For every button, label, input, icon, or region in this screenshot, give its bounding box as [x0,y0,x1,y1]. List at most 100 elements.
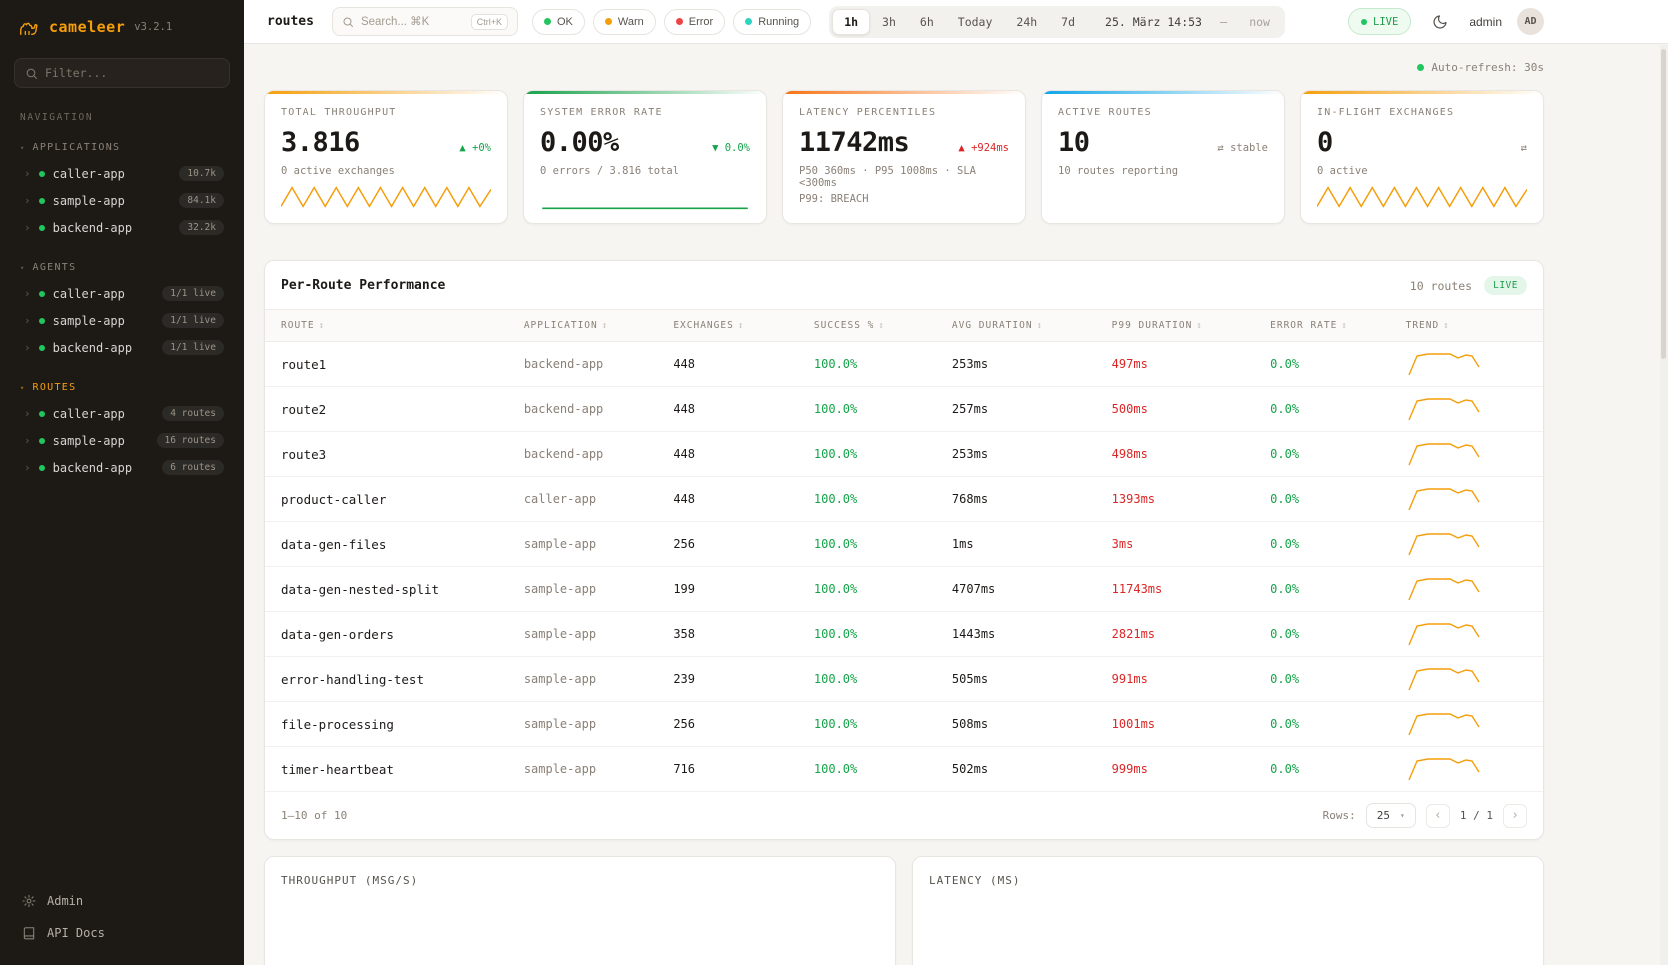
rows-per-page-select[interactable]: 25 ▾ [1365,803,1416,828]
table-row[interactable]: file-processing sample-app 256 100.0% 50… [265,701,1543,747]
table-row[interactable]: route1 backend-app 448 100.0% 253ms 497m… [265,341,1543,387]
cell-application: sample-app [507,656,658,702]
chip-label: Error [688,15,714,28]
cell-exchanges: 358 [657,611,798,657]
table-row[interactable]: product-caller caller-app 448 100.0% 768… [265,476,1543,522]
avatar[interactable]: AD [1517,8,1544,35]
live-toggle[interactable]: LIVE [1348,8,1412,35]
kpi-value: 0.00% [540,127,619,158]
cell-application: sample-app [507,566,658,612]
cell-exchanges: 256 [657,521,798,567]
cell-success: 100.0% [797,566,936,612]
cell-route: route2 [265,386,508,432]
cell-avg-duration: 257ms [935,386,1096,432]
sidebar-item-application[interactable]: › caller-app 10.7k [12,160,232,187]
cell-exchanges: 239 [657,656,798,702]
cell-p99-duration: 497ms [1095,341,1255,387]
sort-icon: ↕ [1341,321,1348,331]
next-page-button[interactable]: › [1503,803,1527,828]
range-start-datetime[interactable]: 25. März 14:53 [1105,14,1202,29]
camel-logo-icon [18,16,40,38]
sidebar-item-route-group[interactable]: › sample-app 16 routes [12,427,232,454]
column-header[interactable]: EXCHANGES ↕ [657,309,798,342]
trend-sparkline [1407,353,1480,376]
column-header[interactable]: P99 DURATION ↕ [1095,309,1255,342]
cell-exchanges: 199 [657,566,798,612]
sidebar-item-label: caller-app [52,166,125,181]
prev-page-button[interactable]: ‹ [1425,803,1450,828]
time-range-button[interactable]: 24h [1016,14,1038,29]
bottom-charts: THROUGHPUT (MSG/S) LATENCY (MS) [264,856,1544,965]
sidebar-item-api-docs[interactable]: API Docs [14,917,230,949]
cell-route: data-gen-orders [265,611,508,657]
sidebar-item-agent[interactable]: › sample-app 1/1 live [12,307,232,334]
column-header[interactable]: APPLICATION ↕ [507,309,658,342]
app-version: v3.2.1 [134,21,173,33]
chevron-right-icon: › [24,341,31,354]
kpi-title: TOTAL THROUGHPUT [281,107,397,118]
sidebar-filter-input[interactable] [45,66,219,80]
table-row[interactable]: route2 backend-app 448 100.0% 257ms 500m… [265,386,1543,432]
chevron-right-icon: › [24,221,31,234]
cell-error-rate: 0.0% [1254,476,1390,522]
cell-success: 100.0% [797,386,936,432]
cell-application: sample-app [507,746,658,792]
sidebar-section-routes: ▾ ROUTES › caller-app 4 routes › sample-… [12,377,232,481]
routes-count: 10 routes [1409,278,1473,293]
range-end[interactable]: now [1249,14,1270,29]
search-input[interactable] [360,15,464,28]
table-row[interactable]: data-gen-orders sample-app 358 100.0% 14… [265,611,1543,657]
cell-application: backend-app [507,386,658,432]
cell-route: route3 [265,431,508,477]
status-filter-chip[interactable]: Running [733,8,812,35]
time-range-button[interactable]: 1h [832,8,871,35]
column-header[interactable]: ROUTE ↕ [265,309,508,342]
status-dot [604,18,612,25]
chevron-right-icon: › [24,461,31,474]
sidebar-item-route-group[interactable]: › caller-app 4 routes [12,400,232,427]
sidebar-item-agent[interactable]: › caller-app 1/1 live [12,280,232,307]
cell-success: 100.0% [797,476,936,522]
dark-mode-toggle[interactable] [1426,8,1454,36]
column-header[interactable]: ERROR RATE ↕ [1254,309,1390,342]
sidebar-item-admin[interactable]: Admin [14,885,230,917]
column-header[interactable]: SUCCESS % ↕ [797,309,936,342]
table-row[interactable]: data-gen-files sample-app 256 100.0% 1ms… [265,521,1543,567]
table-row[interactable]: data-gen-nested-split sample-app 199 100… [265,566,1543,612]
cell-avg-duration: 768ms [935,476,1096,522]
search-icon [342,16,354,28]
time-range-button[interactable]: 3h [882,14,896,29]
table-row[interactable]: timer-heartbeat sample-app 716 100.0% 50… [265,746,1543,792]
kpi-title: LATENCY PERCENTILES [799,107,937,118]
sidebar-item-agent[interactable]: › backend-app 1/1 live [12,334,232,361]
scrollbar[interactable] [1660,45,1668,965]
sidebar-item-application[interactable]: › backend-app 32.2k [12,214,232,241]
status-filter-chip[interactable]: OK [531,8,585,35]
cell-route: file-processing [265,701,508,747]
time-range-button[interactable]: 6h [919,14,934,29]
cell-exchanges: 448 [657,476,798,522]
gear-icon [22,894,36,908]
sidebar-footer: Admin API Docs [12,877,232,955]
section-title-agents[interactable]: ▾ AGENTS [20,262,77,273]
sidebar-item-badge: 84.1k [179,193,224,208]
time-range-button[interactable]: Today [957,14,993,29]
column-header[interactable]: AVG DURATION ↕ [935,309,1096,342]
section-title-routes[interactable]: ▾ ROUTES [20,382,77,393]
sidebar-item-badge: 1/1 live [162,313,224,328]
status-filter-chip[interactable]: Warn [592,8,656,35]
time-range-button[interactable]: 7d [1061,14,1076,29]
sidebar-item-route-group[interactable]: › backend-app 6 routes [12,454,232,481]
status-filter-chip[interactable]: Error [663,8,726,35]
scrollbar-thumb[interactable] [1661,49,1666,359]
app-logo[interactable]: cameleer v3.2.1 [12,14,232,58]
table-row[interactable]: route3 backend-app 448 100.0% 253ms 498m… [265,431,1543,477]
kpi-accent-bar [783,91,1025,94]
global-search: Ctrl+K [331,7,518,36]
sort-icon: ↕ [601,321,609,331]
sidebar-item-application[interactable]: › sample-app 84.1k [12,187,232,214]
section-title-applications[interactable]: ▾ APPLICATIONS [20,142,121,153]
column-header[interactable]: TREND ↕ [1389,309,1543,342]
table-row[interactable]: error-handling-test sample-app 239 100.0… [265,656,1543,702]
kpi-value: 10 [1058,127,1090,158]
